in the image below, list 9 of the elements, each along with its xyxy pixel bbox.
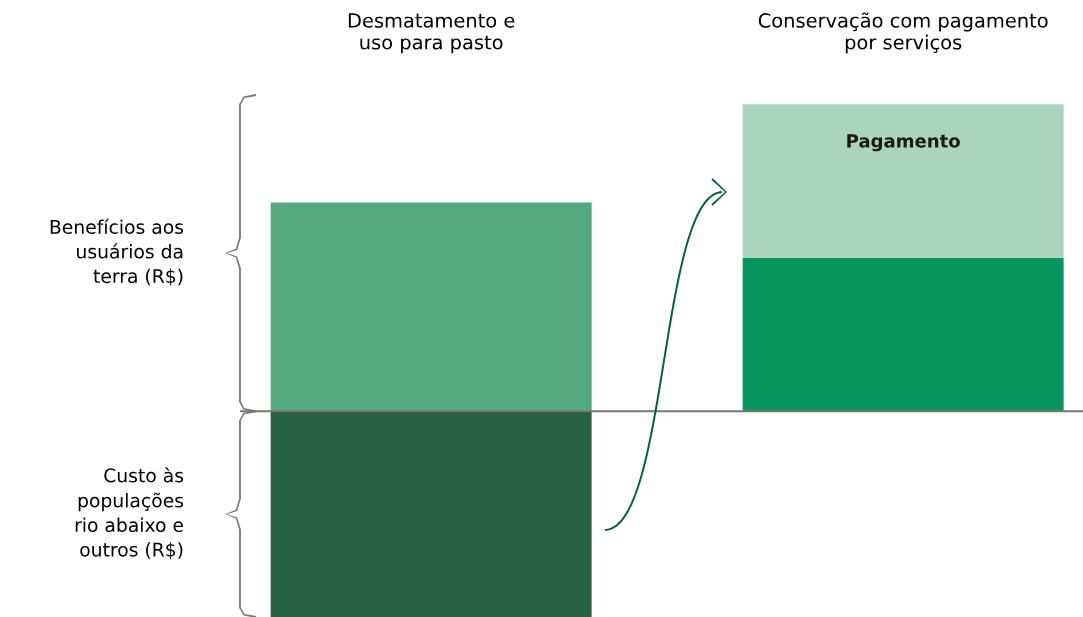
bar bbox=[270, 202, 592, 412]
x-tick-label: Conservação com pagamento por serviços bbox=[758, 12, 1048, 54]
bar bbox=[742, 257, 1064, 412]
x-tick-label: Desmatamento e uso para pasto bbox=[348, 13, 515, 54]
series-label: Pagamento bbox=[847, 134, 960, 152]
text: Custo às populações rio abaixo e outros (R$) bbox=[75, 467, 184, 560]
bar bbox=[742, 104, 1064, 258]
bar bbox=[270, 411, 592, 617]
text: Benefícios aos usuários da terra (R$) bbox=[50, 218, 184, 286]
